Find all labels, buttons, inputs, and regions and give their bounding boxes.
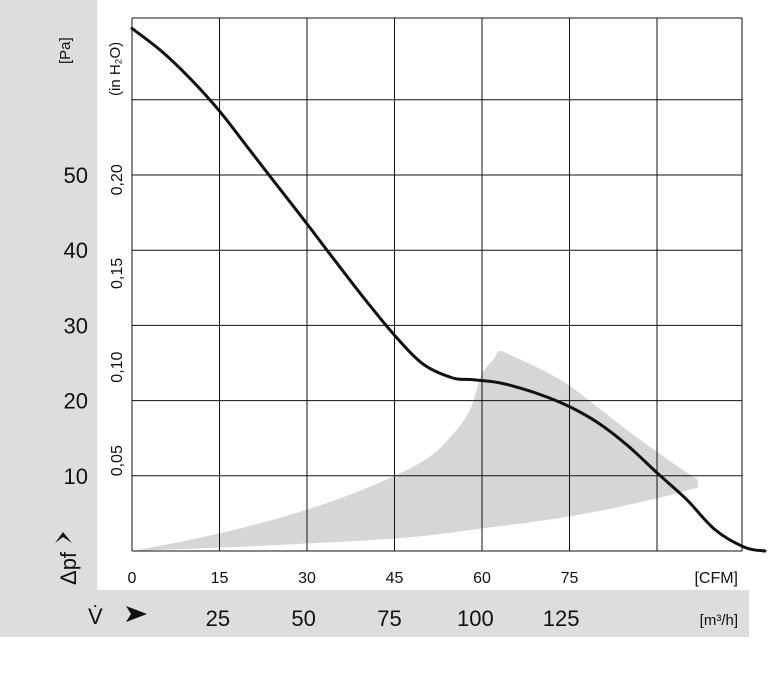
x-cfm-tick-label: 30 [298,570,316,587]
y-inh2o-tick-label: 0,15 [109,258,126,289]
x-cfm-tick-labels: 0 15 30 45 60 75 [128,570,579,587]
x-m3h-tick-labels: 25 50 75 100 125 [206,606,580,631]
x-cfm-tick-label: 15 [211,570,229,587]
y-pa-tick-labels: 10 20 30 40 50 [64,163,88,489]
y-pa-tick-label: 50 [64,163,88,188]
operating-range-area [132,350,698,551]
plot-area [130,17,767,553]
y-axis-symbol: Δpf [56,551,81,585]
x-cfm-tick-label: 75 [561,570,579,587]
x-cfm-tick-label: 60 [473,570,491,587]
y-axis-arrow-icon [55,532,72,543]
x-m3h-tick-label: 75 [377,606,401,631]
y-pa-tick-label: 20 [64,389,88,414]
x-cfm-tick-label: 45 [386,570,404,587]
pressure-curve-line [130,26,767,553]
x-m3h-tick-label: 25 [206,606,230,631]
y-pa-tick-label: 10 [64,464,88,489]
y-pa-tick-label: 30 [64,313,88,338]
y-unit-inh2o: (in H₂O) [107,42,124,96]
y-unit-pa: [Pa] [57,37,74,64]
x-cfm-tick-label: 0 [128,570,137,587]
x-axis-arrow-icon [126,606,147,622]
y-inh2o-tick-label: 0,05 [109,445,126,476]
x-unit-cfm: [CFM] [694,570,738,587]
y-inh2o-tick-label: 0,10 [109,351,126,382]
x-m3h-tick-label: 125 [543,606,580,631]
x-axis-symbol: V̇ [88,604,103,629]
x-m3h-tick-label: 100 [457,606,494,631]
y-inh2o-tick-label: 0,20 [109,164,126,195]
x-m3h-tick-label: 50 [291,606,315,631]
x-axis-m3h-band [0,590,749,637]
y-pa-tick-label: 40 [64,238,88,263]
x-unit-m3h: [m³/h] [700,612,738,629]
y-inh2o-tick-labels: 0,05 0,10 0,15 0,20 [109,164,126,476]
y-axis-band [0,0,97,590]
gridlines [131,17,743,552]
